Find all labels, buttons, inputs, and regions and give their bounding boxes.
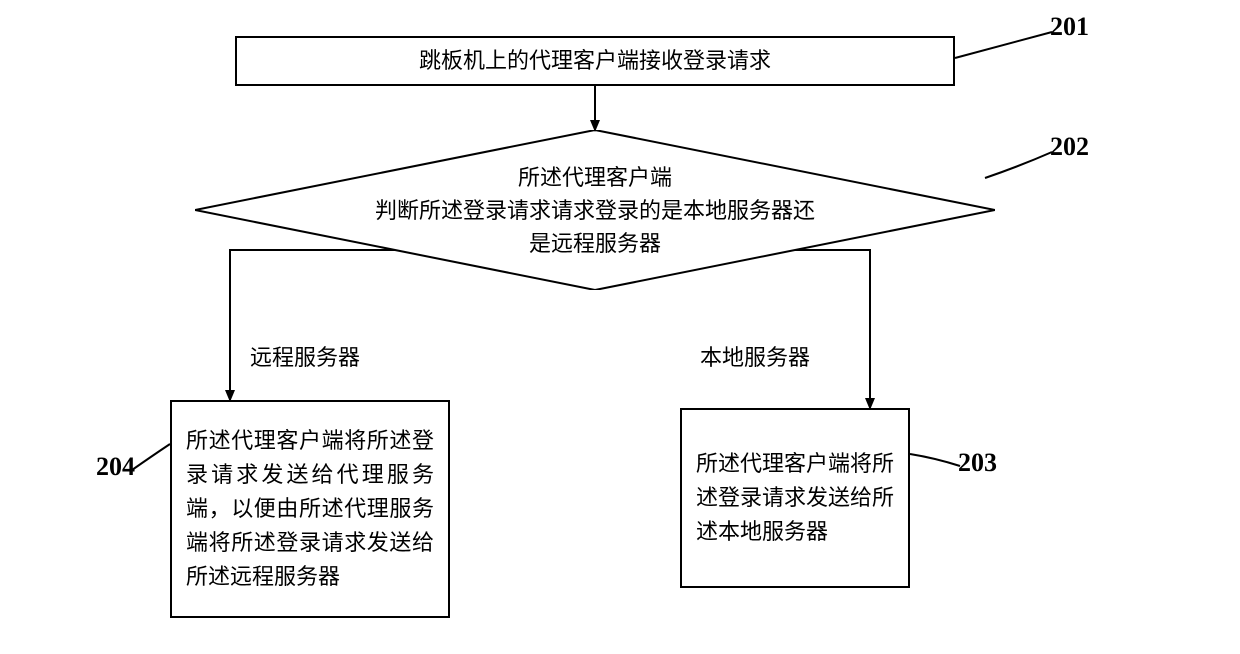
decision-node-202: 所述代理客户端 判断所述登录请求请求登录的是本地服务器还 是远程服务器: [195, 130, 995, 290]
callout-204: [132, 444, 170, 470]
node-202-line1: 所述代理客户端: [518, 161, 672, 194]
step-label-204: 204: [96, 452, 135, 482]
node-204-text: 所述代理客户端将所述登录请求发送给代理服务端，以便由所述代理服务端将所述登录请求…: [186, 424, 434, 594]
edge-label-remote-text: 远程服务器: [250, 345, 360, 370]
node-201-text: 跳板机上的代理客户端接收登录请求: [419, 44, 771, 78]
flowchart-canvas: 跳板机上的代理客户端接收登录请求 所述代理客户端 判断所述登录请求请求登录的是本…: [0, 0, 1240, 654]
node-202-text-wrap: 所述代理客户端 判断所述登录请求请求登录的是本地服务器还 是远程服务器: [195, 130, 995, 290]
edge-label-local-text: 本地服务器: [700, 345, 810, 370]
step-label-201-text: 201: [1050, 12, 1089, 41]
step-label-203: 203: [958, 448, 997, 478]
step-label-204-text: 204: [96, 452, 135, 481]
process-node-203: 所述代理客户端将所述登录请求发送给所述本地服务器: [680, 408, 910, 588]
node-202-line3: 是远程服务器: [529, 227, 661, 260]
callout-203: [910, 454, 960, 466]
step-label-203-text: 203: [958, 448, 997, 477]
callout-201: [955, 32, 1052, 58]
callout-202: [985, 152, 1052, 178]
edge-label-local: 本地服务器: [700, 340, 810, 372]
edge-label-remote: 远程服务器: [250, 340, 360, 372]
node-203-text: 所述代理客户端将所述登录请求发送给所述本地服务器: [696, 447, 894, 549]
node-202-line2: 判断所述登录请求请求登录的是本地服务器还: [375, 194, 815, 227]
process-node-204: 所述代理客户端将所述登录请求发送给代理服务端，以便由所述代理服务端将所述登录请求…: [170, 400, 450, 618]
step-label-202: 202: [1050, 132, 1089, 162]
step-label-202-text: 202: [1050, 132, 1089, 161]
step-label-201: 201: [1050, 12, 1089, 42]
process-node-201: 跳板机上的代理客户端接收登录请求: [235, 36, 955, 86]
